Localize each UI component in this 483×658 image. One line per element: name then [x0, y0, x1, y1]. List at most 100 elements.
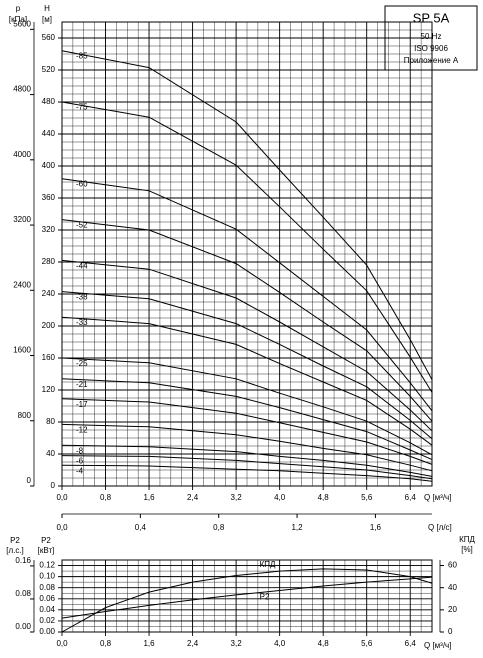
y-tick-label: 400	[42, 161, 56, 170]
y-tick-label: 520	[42, 65, 56, 74]
x-axis-label: Q [м³/ч]	[424, 641, 451, 650]
axis-label: P2	[10, 536, 20, 545]
series-line	[61, 357, 433, 456]
y-tick-label: 0.10	[39, 572, 55, 581]
x-tick-label: 6,4	[405, 493, 417, 502]
series-line	[61, 50, 433, 380]
y-tick-label: 360	[42, 193, 56, 202]
x-tick-label: 4,0	[274, 493, 286, 502]
subtitle: ISO 9906	[414, 44, 448, 53]
y-tick-label: 40	[46, 449, 55, 458]
y-tick-label: 0.00	[39, 627, 55, 636]
y-tick-label: 200	[42, 321, 56, 330]
y-tick-label: 320	[42, 225, 56, 234]
x-tick-label: 2,4	[187, 639, 199, 648]
x-tick-label: 0,0	[56, 639, 68, 648]
x2-tick-label: 1,6	[370, 523, 382, 532]
y2-tick-label: 800	[18, 411, 32, 420]
series-line	[61, 316, 433, 446]
series-label: -17	[76, 400, 88, 409]
series-line	[61, 178, 433, 412]
series-label: -4	[76, 466, 84, 475]
series-line	[61, 568, 433, 633]
chart-title: SP 5A	[413, 10, 450, 25]
x-tick-label: 5,6	[361, 639, 373, 648]
y-tick-label: 480	[42, 97, 56, 106]
x-axis-label: Q [м³/ч]	[424, 493, 451, 502]
x-tick-label: 4,0	[274, 639, 286, 648]
axis-unit: [л.с.]	[6, 546, 24, 555]
series-label: КПД	[260, 560, 276, 569]
series-line	[61, 101, 433, 393]
x2-tick-label: 1,2	[291, 523, 303, 532]
series-label: -52	[76, 220, 88, 229]
axis-unit: [%]	[461, 545, 473, 554]
series-label: P2	[260, 593, 270, 602]
axis-unit: [м]	[42, 15, 52, 24]
series-label: -21	[76, 380, 88, 389]
series-line	[61, 378, 433, 461]
y2-tick-label: 5600	[13, 19, 31, 28]
axis-label: H	[44, 4, 50, 13]
series-label: -38	[76, 293, 88, 302]
y3-tick-label: 0.00	[15, 622, 31, 631]
series-line	[61, 398, 433, 465]
x-tick-label: 3,2	[231, 639, 243, 648]
subtitle: Приложение А	[404, 56, 459, 65]
series-label: -33	[76, 318, 88, 327]
y2-tick-label: 0	[27, 476, 32, 485]
series-label: -12	[76, 425, 88, 434]
y-tick-label: 560	[42, 33, 56, 42]
x-tick-label: 1,6	[143, 639, 155, 648]
y2-tick-label: 0	[448, 627, 453, 636]
y-tick-label: 440	[42, 129, 56, 138]
y-tick-label: 0.06	[39, 594, 55, 603]
y2-tick-label: 3200	[13, 215, 31, 224]
x-tick-label: 3,2	[231, 493, 243, 502]
series-line	[61, 455, 433, 480]
series-label: -75	[76, 103, 88, 112]
y2-tick-label: 20	[448, 605, 457, 614]
series-label: -44	[76, 261, 88, 270]
y-tick-label: 240	[42, 289, 56, 298]
x-tick-label: 2,4	[187, 493, 199, 502]
y2-tick-label: 1600	[13, 346, 31, 355]
y-tick-label: 0.02	[39, 616, 55, 625]
y2-tick-label: 2400	[13, 280, 31, 289]
series-label: -25	[76, 359, 88, 368]
y-tick-label: 0.12	[39, 561, 55, 570]
x2-tick-label: 0,4	[135, 523, 147, 532]
series-label: -6	[76, 457, 84, 466]
y-tick-label: 80	[46, 417, 55, 426]
series-line	[61, 576, 433, 619]
y-tick-label: 120	[42, 385, 56, 394]
x-tick-label: 1,6	[143, 493, 155, 502]
axis-unit: [кВт]	[38, 546, 55, 555]
series-line	[61, 464, 433, 482]
x-tick-label: 4,8	[318, 639, 330, 648]
y-tick-label: 280	[42, 257, 56, 266]
series-line	[61, 259, 433, 432]
x-tick-label: 6,4	[405, 639, 417, 648]
axis-label: КПД	[459, 535, 475, 544]
x-tick-label: 0,8	[100, 639, 112, 648]
series-line	[61, 291, 433, 440]
y2-tick-label: 4000	[13, 150, 31, 159]
y-tick-label: 160	[42, 353, 56, 362]
x2-tick-label: 0,8	[213, 523, 225, 532]
y-tick-label: 0	[51, 481, 56, 490]
series-line	[61, 444, 433, 477]
axis-unit: [кПа]	[9, 15, 27, 24]
axis-label: p	[16, 4, 21, 13]
subtitle: 50 Hz	[421, 32, 442, 41]
series-line	[61, 423, 433, 472]
y2-tick-label: 40	[448, 583, 457, 592]
series-label: -8	[76, 446, 84, 455]
y3-tick-label: 0.08	[15, 589, 31, 598]
y-tick-label: 0.04	[39, 605, 55, 614]
x2-axis-label: Q [л/с]	[428, 523, 452, 532]
y-tick-label: 0.08	[39, 583, 55, 592]
y2-tick-label: 4800	[13, 85, 31, 94]
